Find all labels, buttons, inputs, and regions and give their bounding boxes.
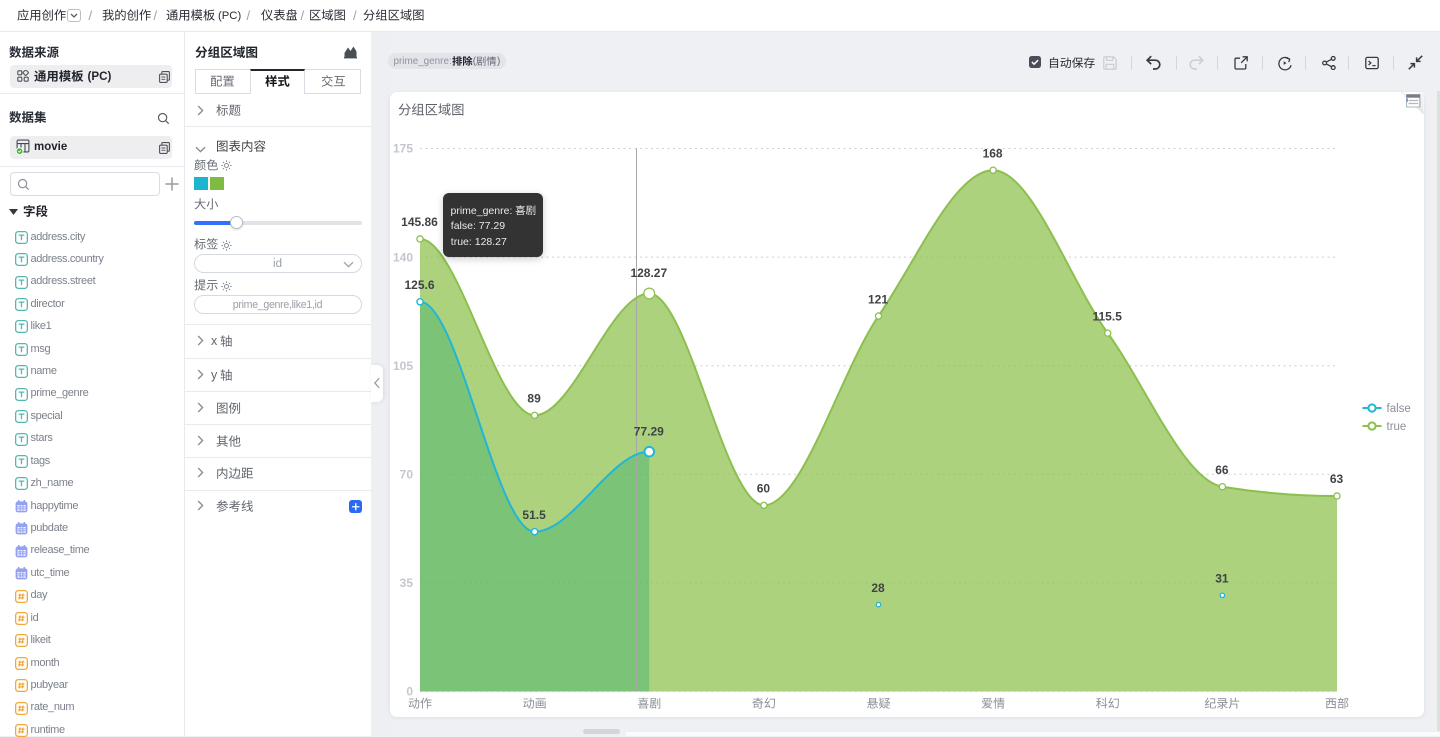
svg-text:70: 70 <box>400 467 414 481</box>
svg-text:0: 0 <box>406 684 413 698</box>
svg-text:121: 121 <box>868 292 888 306</box>
svg-text:105: 105 <box>393 358 413 372</box>
svg-text:false: false <box>1387 403 1411 415</box>
svg-text:128.27: 128.27 <box>630 266 667 280</box>
svg-text:60: 60 <box>757 481 771 495</box>
svg-text:145.86: 145.86 <box>401 215 438 229</box>
svg-text:51.5: 51.5 <box>522 507 546 521</box>
svg-text:63: 63 <box>1330 472 1344 486</box>
svg-text:89: 89 <box>527 391 541 405</box>
svg-text:28: 28 <box>871 580 885 594</box>
svg-text:125.6: 125.6 <box>404 278 434 292</box>
svg-text:168: 168 <box>983 146 1003 160</box>
svg-text:140: 140 <box>393 250 413 264</box>
svg-text:77.29: 77.29 <box>634 424 664 438</box>
svg-text:35: 35 <box>400 576 414 590</box>
svg-text:31: 31 <box>1215 571 1229 585</box>
svg-text:66: 66 <box>1215 462 1229 476</box>
svg-text:true: true <box>1387 421 1407 433</box>
svg-text:175: 175 <box>393 141 413 155</box>
svg-text:115.5: 115.5 <box>1093 309 1123 323</box>
